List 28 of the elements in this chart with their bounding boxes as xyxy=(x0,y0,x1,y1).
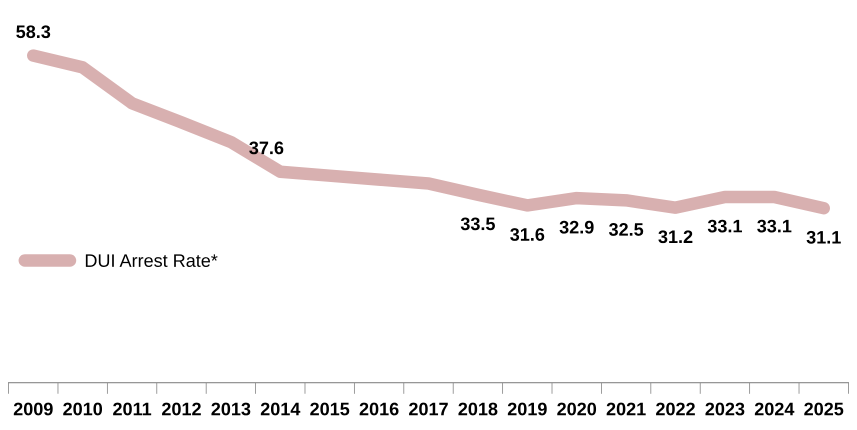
x-tick-label: 2017 xyxy=(409,402,448,416)
x-tick-label: 2024 xyxy=(754,402,794,416)
x-tick-label: 2018 xyxy=(458,402,498,416)
x-tick-label: 2019 xyxy=(508,402,547,416)
data-label: 31.2 xyxy=(658,230,692,244)
legend-label: DUI Arrest Rate* xyxy=(86,254,218,267)
x-tick-label: 2023 xyxy=(705,402,744,416)
x-tick-label: 2020 xyxy=(557,402,596,416)
data-label: 33.1 xyxy=(757,220,792,232)
data-label: 31.6 xyxy=(510,228,544,241)
x-tick-label: 2025 xyxy=(804,402,844,416)
data-label: 33.5 xyxy=(460,217,495,230)
x-tick-label: 2021 xyxy=(606,402,646,416)
x-tick-label: 2022 xyxy=(656,402,695,416)
x-tick-label: 2012 xyxy=(162,402,201,416)
data-label: 32.5 xyxy=(608,223,644,236)
x-tick-label: 2009 xyxy=(14,402,53,416)
data-label: 32.9 xyxy=(560,220,594,234)
data-label: 37.6 xyxy=(249,142,284,154)
data-label: 31.1 xyxy=(806,230,841,244)
x-tick-label: 2011 xyxy=(113,402,152,416)
data-label: 58.3 xyxy=(16,25,50,38)
x-tick-label: 2013 xyxy=(211,402,250,416)
x-tick-label: 2015 xyxy=(310,402,350,416)
data-label: 33.1 xyxy=(708,220,742,232)
x-tick-label: 2014 xyxy=(260,402,300,416)
x-tick-label: 2010 xyxy=(63,402,102,416)
x-tick-label: 2016 xyxy=(360,402,399,416)
